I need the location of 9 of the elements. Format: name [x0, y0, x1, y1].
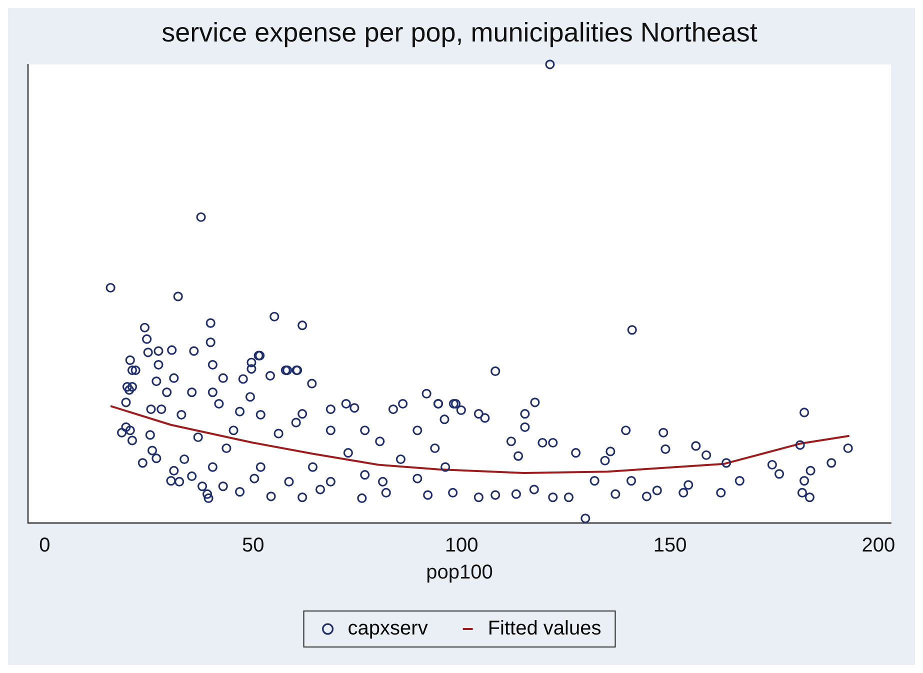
chart-title: service expense per pop, municipalities Northeast — [162, 18, 758, 48]
legend-label: Fitted values — [488, 618, 602, 640]
legend-label: capxserv — [348, 618, 428, 640]
x-tick-label: 150 — [653, 534, 687, 557]
x-tick-label: 100 — [444, 534, 478, 557]
x-tick-label: 50 — [242, 534, 264, 557]
x-tick-label: 200 — [862, 534, 896, 557]
x-tick-label: 0 — [39, 534, 50, 557]
x-axis-title: pop100 — [426, 562, 493, 584]
